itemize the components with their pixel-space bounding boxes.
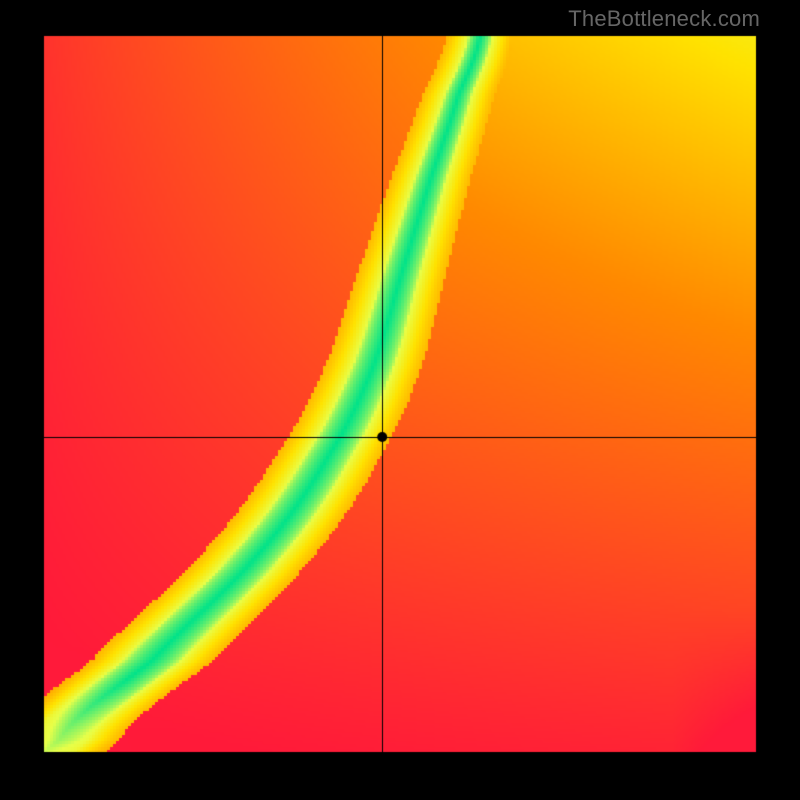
bottleneck-heatmap — [0, 0, 800, 800]
figure-container: { "watermark": { "text": "TheBottleneck.… — [0, 0, 800, 800]
watermark-text: TheBottleneck.com — [568, 6, 760, 32]
